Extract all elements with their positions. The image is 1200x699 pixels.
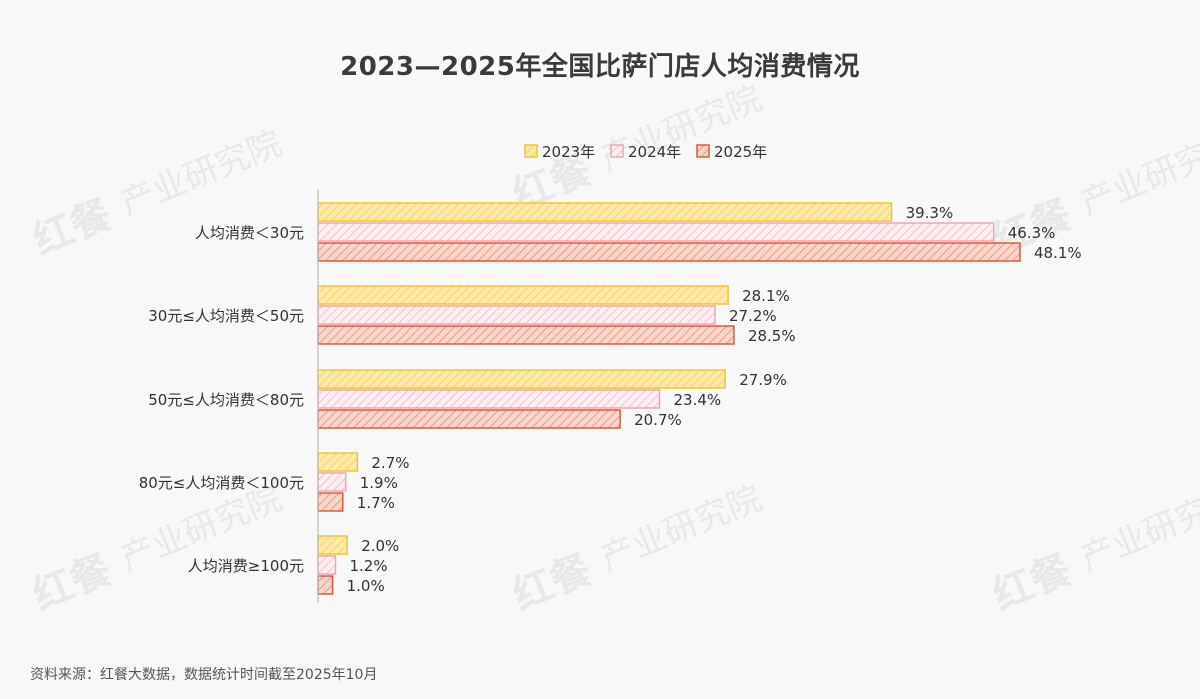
bar [317,222,995,242]
watermark-logo: 红餐 [987,547,1078,620]
bar-value-label: 20.7% [634,411,682,429]
bar-value-label: 27.9% [739,371,787,389]
bar-value-label: 23.4% [674,391,722,409]
category-label: 30元≤人均消费＜50元 [148,307,304,325]
bar [317,452,359,472]
legend: 2023年 2024年 2025年 [524,143,767,161]
category-label: 人均消费≥100元 [188,557,304,575]
bar [317,285,729,305]
category-label: 80元≤人均消费＜100元 [139,474,304,492]
bar [317,389,661,409]
watermark-text: 产业研究院 [595,78,768,179]
bar-value-label: 1.9% [360,474,398,492]
bar-value-label: 1.2% [350,557,388,575]
bar [317,492,344,512]
category-label: 50元≤人均消费＜80元 [148,391,304,409]
watermark-text: 产业研究院 [595,478,768,579]
bar-value-label: 46.3% [1008,224,1056,242]
bar-value-label: 27.2% [729,307,777,325]
bar-value-label: 2.0% [361,537,399,555]
watermark-text: 产业研究院 [115,123,288,224]
bar-value-label: 28.5% [748,327,796,345]
watermark-text: 产业研究院 [1075,123,1200,224]
bar-value-label: 1.0% [347,577,385,595]
legend-swatch [524,144,538,158]
bars-layer: 39.3% 46.3% 48.1% 28.1% 27.2% 28.5% 27.9% 23.4%… [317,202,1082,595]
legend-label: 2025年 [714,143,767,161]
bar [317,535,348,555]
category-label: 人均消费＜30元 [195,224,304,242]
bar-value-label: 48.1% [1034,244,1082,262]
legend-swatch [696,144,710,158]
bar-value-label: 39.3% [906,204,954,222]
legend-label: 2023年 [542,143,595,161]
bar [317,305,716,325]
bar [317,409,621,429]
bar-value-label: 28.1% [742,287,790,305]
legend-swatch [610,144,624,158]
watermark-logo: 红餐 [27,192,118,265]
bar [317,555,337,575]
bar [317,202,893,222]
bar-value-label: 1.7% [357,494,395,512]
watermark-logo: 红餐 [507,547,598,620]
bar [317,325,735,345]
chart-title: 2023—2025年全国比萨门店人均消费情况 [340,52,860,82]
watermark-text: 产业研究院 [1075,478,1200,579]
bar [317,369,726,389]
source-note: 资料来源：红餐大数据，数据统计时间截至2025年10月 [30,667,378,683]
bar-value-label: 2.7% [371,454,409,472]
bar [317,472,347,492]
watermark-logo: 红餐 [27,547,118,620]
bar [317,242,1021,262]
bar [317,575,334,595]
category-labels: 人均消费＜30元 30元≤人均消费＜50元 50元≤人均消费＜80元 80元≤人均消费… [139,224,304,575]
legend-label: 2024年 [628,143,681,161]
